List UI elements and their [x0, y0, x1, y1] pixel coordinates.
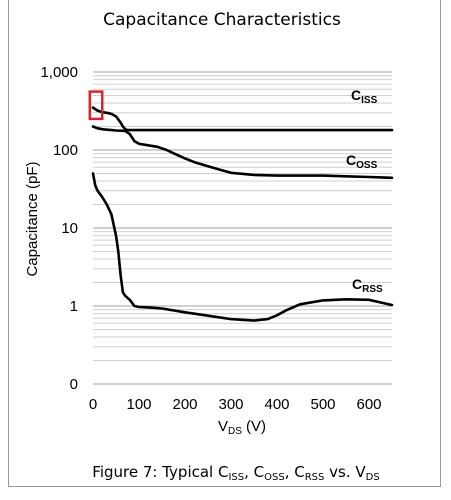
caption-sep-1: , C — [244, 463, 264, 481]
caption-sub-rss: RSS — [305, 472, 325, 483]
highlight-box — [88, 90, 104, 121]
x-tick-label: 0 — [89, 396, 97, 413]
x-tick-label: 100 — [126, 396, 151, 413]
annotations — [88, 90, 104, 121]
series-label-crss-sub: RSS — [362, 284, 383, 295]
series-label-coss-sub: OSS — [356, 160, 377, 171]
caption-sub-oss: OSS — [264, 472, 285, 483]
caption-sub-iss: ISS — [228, 472, 244, 483]
series-label-crss-main: C — [352, 276, 362, 292]
x-tick-labels: 0 100 200 300 400 500 600 — [89, 396, 382, 413]
y-tick-label: 0 — [70, 376, 78, 393]
series-line-coss — [91, 125, 394, 180]
figure-caption: Figure 7: Typical CISS, COSS, CRSS vs. V… — [92, 463, 379, 483]
x-axis-label: VDS (V) — [218, 418, 266, 437]
series-label-ciss-main: C — [351, 87, 361, 103]
x-tick-label: 300 — [218, 396, 243, 413]
figure-frame — [8, 0, 441, 487]
series-label-crss: CRSS — [352, 276, 383, 295]
caption-sep-2: , C — [285, 463, 305, 481]
series-lines — [91, 106, 394, 322]
series-label-coss: COSS — [346, 152, 378, 171]
caption-prefix: Figure 7: Typical C — [92, 463, 228, 481]
grid — [93, 75, 392, 361]
y-tick-label: 10 — [61, 220, 78, 237]
y-tick-label: 100 — [53, 142, 78, 159]
grid-major — [93, 71, 392, 385]
y-tick-label: 1 — [70, 298, 78, 315]
caption-sub-ds: DS — [366, 472, 380, 483]
series-line-crss — [91, 172, 394, 322]
series-label-ciss: CISS — [351, 87, 378, 106]
x-axis-label-sub: DS — [228, 426, 242, 437]
y-tick-labels: 0 1 10 100 1,000 — [40, 64, 78, 393]
x-tick-label: 200 — [172, 396, 197, 413]
chart-title: Capacitance Characteristics — [103, 10, 341, 30]
y-axis-label: Capacitance (pF) — [24, 161, 41, 276]
x-tick-label: 500 — [310, 396, 335, 413]
x-tick-label: 600 — [356, 396, 381, 413]
caption-mid: vs. V — [324, 463, 366, 481]
series-label-coss-main: C — [346, 152, 356, 168]
series-line-ciss — [91, 106, 394, 132]
series-label-ciss-sub: ISS — [361, 95, 377, 106]
x-tick-label: 400 — [264, 396, 289, 413]
y-tick-label: 1,000 — [40, 64, 78, 81]
x-axis-label-unit: (V) — [242, 418, 266, 435]
x-axis-label-main: V — [218, 418, 228, 435]
